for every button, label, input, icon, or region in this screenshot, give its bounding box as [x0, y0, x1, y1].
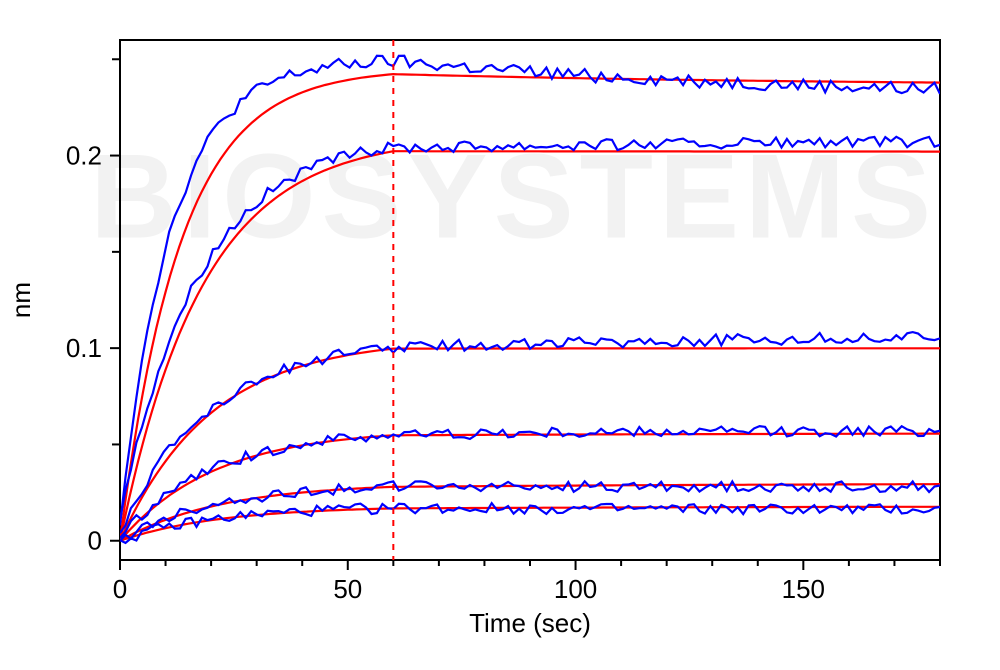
x-tick-label: 100 — [554, 574, 597, 604]
fit-curve — [120, 484, 940, 541]
fit-curve — [120, 507, 940, 541]
data-curve — [120, 426, 940, 538]
chart-svg: BIOSYSTEMS 0 50 100 150 0 0.1 0.2 Time (sec) nm — [0, 0, 1000, 670]
y-axis-label: nm — [6, 282, 36, 318]
y-tick-label: 0 — [88, 526, 102, 556]
y-tick-label: 0.1 — [66, 333, 102, 363]
watermark-text: BIOSYSTEMS — [90, 130, 937, 264]
y-tick-label: 0.2 — [66, 141, 102, 171]
data-curve — [120, 56, 940, 526]
x-axis-label: Time (sec) — [469, 608, 591, 638]
data-curve — [120, 481, 940, 541]
data-curve — [120, 503, 940, 543]
fit-curve — [120, 348, 940, 540]
x-tick-label: 0 — [113, 574, 127, 604]
x-tick-label: 150 — [782, 574, 825, 604]
binding-kinetics-chart: BIOSYSTEMS 0 50 100 150 0 0.1 0.2 Time (sec) nm — [0, 0, 1000, 670]
plot-border — [120, 40, 940, 560]
x-tick-label: 50 — [333, 574, 362, 604]
